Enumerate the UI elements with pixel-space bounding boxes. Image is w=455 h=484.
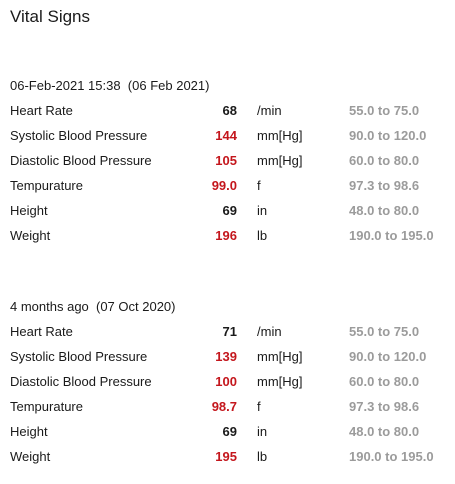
vital-name: Tempurature bbox=[10, 178, 83, 193]
vital-name: Systolic Blood Pressure bbox=[10, 349, 148, 364]
section-date: 4 months ago (07 Oct 2020) bbox=[10, 299, 176, 314]
vital-range: 60.0 to 80.0 bbox=[349, 374, 420, 389]
vital-unit: f bbox=[257, 399, 261, 414]
vital-range: 48.0 to 80.0 bbox=[349, 203, 420, 218]
vital-row-diastolic: Diastolic Blood Pressure 100 mm[Hg] 60.0… bbox=[0, 374, 455, 394]
vital-range: 97.3 to 98.6 bbox=[349, 178, 420, 193]
vital-name: Height bbox=[10, 203, 48, 218]
vital-unit: mm[Hg] bbox=[257, 153, 303, 168]
vital-name: Diastolic Blood Pressure bbox=[10, 374, 152, 389]
vital-unit: mm[Hg] bbox=[257, 128, 303, 143]
vital-name: Heart Rate bbox=[10, 324, 73, 339]
vital-value: 98.7 bbox=[211, 399, 237, 414]
vital-value: 69 bbox=[222, 203, 237, 218]
vital-unit: mm[Hg] bbox=[257, 374, 303, 389]
vital-value: 196 bbox=[215, 228, 237, 243]
vital-name: Height bbox=[10, 424, 48, 439]
vital-row-height: Height 69 in 48.0 to 80.0 bbox=[0, 203, 455, 223]
vital-row-weight: Weight 195 lb 190.0 to 195.0 bbox=[0, 449, 455, 469]
vital-name: Heart Rate bbox=[10, 103, 73, 118]
vital-range: 97.3 to 98.6 bbox=[349, 399, 420, 414]
vital-unit: in bbox=[257, 203, 268, 218]
vital-value: 69 bbox=[222, 424, 237, 439]
vital-row-systolic: Systolic Blood Pressure 139 mm[Hg] 90.0 … bbox=[0, 349, 455, 369]
vital-name: Weight bbox=[10, 449, 51, 464]
vital-row-heart-rate: Heart Rate 71 /min 55.0 to 75.0 bbox=[0, 324, 455, 344]
vital-row-height: Height 69 in 48.0 to 80.0 bbox=[0, 424, 455, 444]
vital-name: Systolic Blood Pressure bbox=[10, 128, 148, 143]
vital-unit: in bbox=[257, 424, 268, 439]
vital-range: 55.0 to 75.0 bbox=[349, 324, 420, 339]
vital-row-temperature: Tempurature 98.7 f 97.3 to 98.6 bbox=[0, 399, 455, 419]
vital-value: 139 bbox=[215, 349, 237, 364]
vital-unit: mm[Hg] bbox=[257, 349, 303, 364]
vital-row-heart-rate: Heart Rate 68 /min 55.0 to 75.0 bbox=[0, 103, 455, 123]
vital-value: 71 bbox=[222, 324, 237, 339]
vital-range: 190.0 to 195.0 bbox=[349, 449, 434, 464]
vital-range: 90.0 to 120.0 bbox=[349, 128, 427, 143]
vital-range: 55.0 to 75.0 bbox=[349, 103, 420, 118]
vital-name: Tempurature bbox=[10, 399, 83, 414]
vital-value: 144 bbox=[215, 128, 237, 143]
vital-name: Weight bbox=[10, 228, 51, 243]
vital-value: 100 bbox=[215, 374, 237, 389]
vital-value: 195 bbox=[215, 449, 237, 464]
vital-unit: lb bbox=[257, 228, 268, 243]
vital-unit: /min bbox=[257, 103, 282, 118]
vital-value: 68 bbox=[222, 103, 237, 118]
vital-range: 90.0 to 120.0 bbox=[349, 349, 427, 364]
vital-value: 105 bbox=[215, 153, 237, 168]
vital-row-diastolic: Diastolic Blood Pressure 105 mm[Hg] 60.0… bbox=[0, 153, 455, 173]
vital-range: 60.0 to 80.0 bbox=[349, 153, 420, 168]
vital-unit: lb bbox=[257, 449, 268, 464]
page-title: Vital Signs bbox=[10, 7, 91, 26]
vital-unit: f bbox=[257, 178, 261, 193]
vital-row-weight: Weight 196 lb 190.0 to 195.0 bbox=[0, 228, 455, 248]
vital-name: Diastolic Blood Pressure bbox=[10, 153, 152, 168]
section-date: 06-Feb-2021 15:38 (06 Feb 2021) bbox=[10, 78, 210, 93]
vital-row-systolic: Systolic Blood Pressure 144 mm[Hg] 90.0 … bbox=[0, 128, 455, 148]
vital-value: 99.0 bbox=[211, 178, 237, 193]
vital-unit: /min bbox=[257, 324, 282, 339]
vital-range: 48.0 to 80.0 bbox=[349, 424, 420, 439]
vital-range: 190.0 to 195.0 bbox=[349, 228, 434, 243]
vital-row-temperature: Tempurature 99.0 f 97.3 to 98.6 bbox=[0, 178, 455, 198]
